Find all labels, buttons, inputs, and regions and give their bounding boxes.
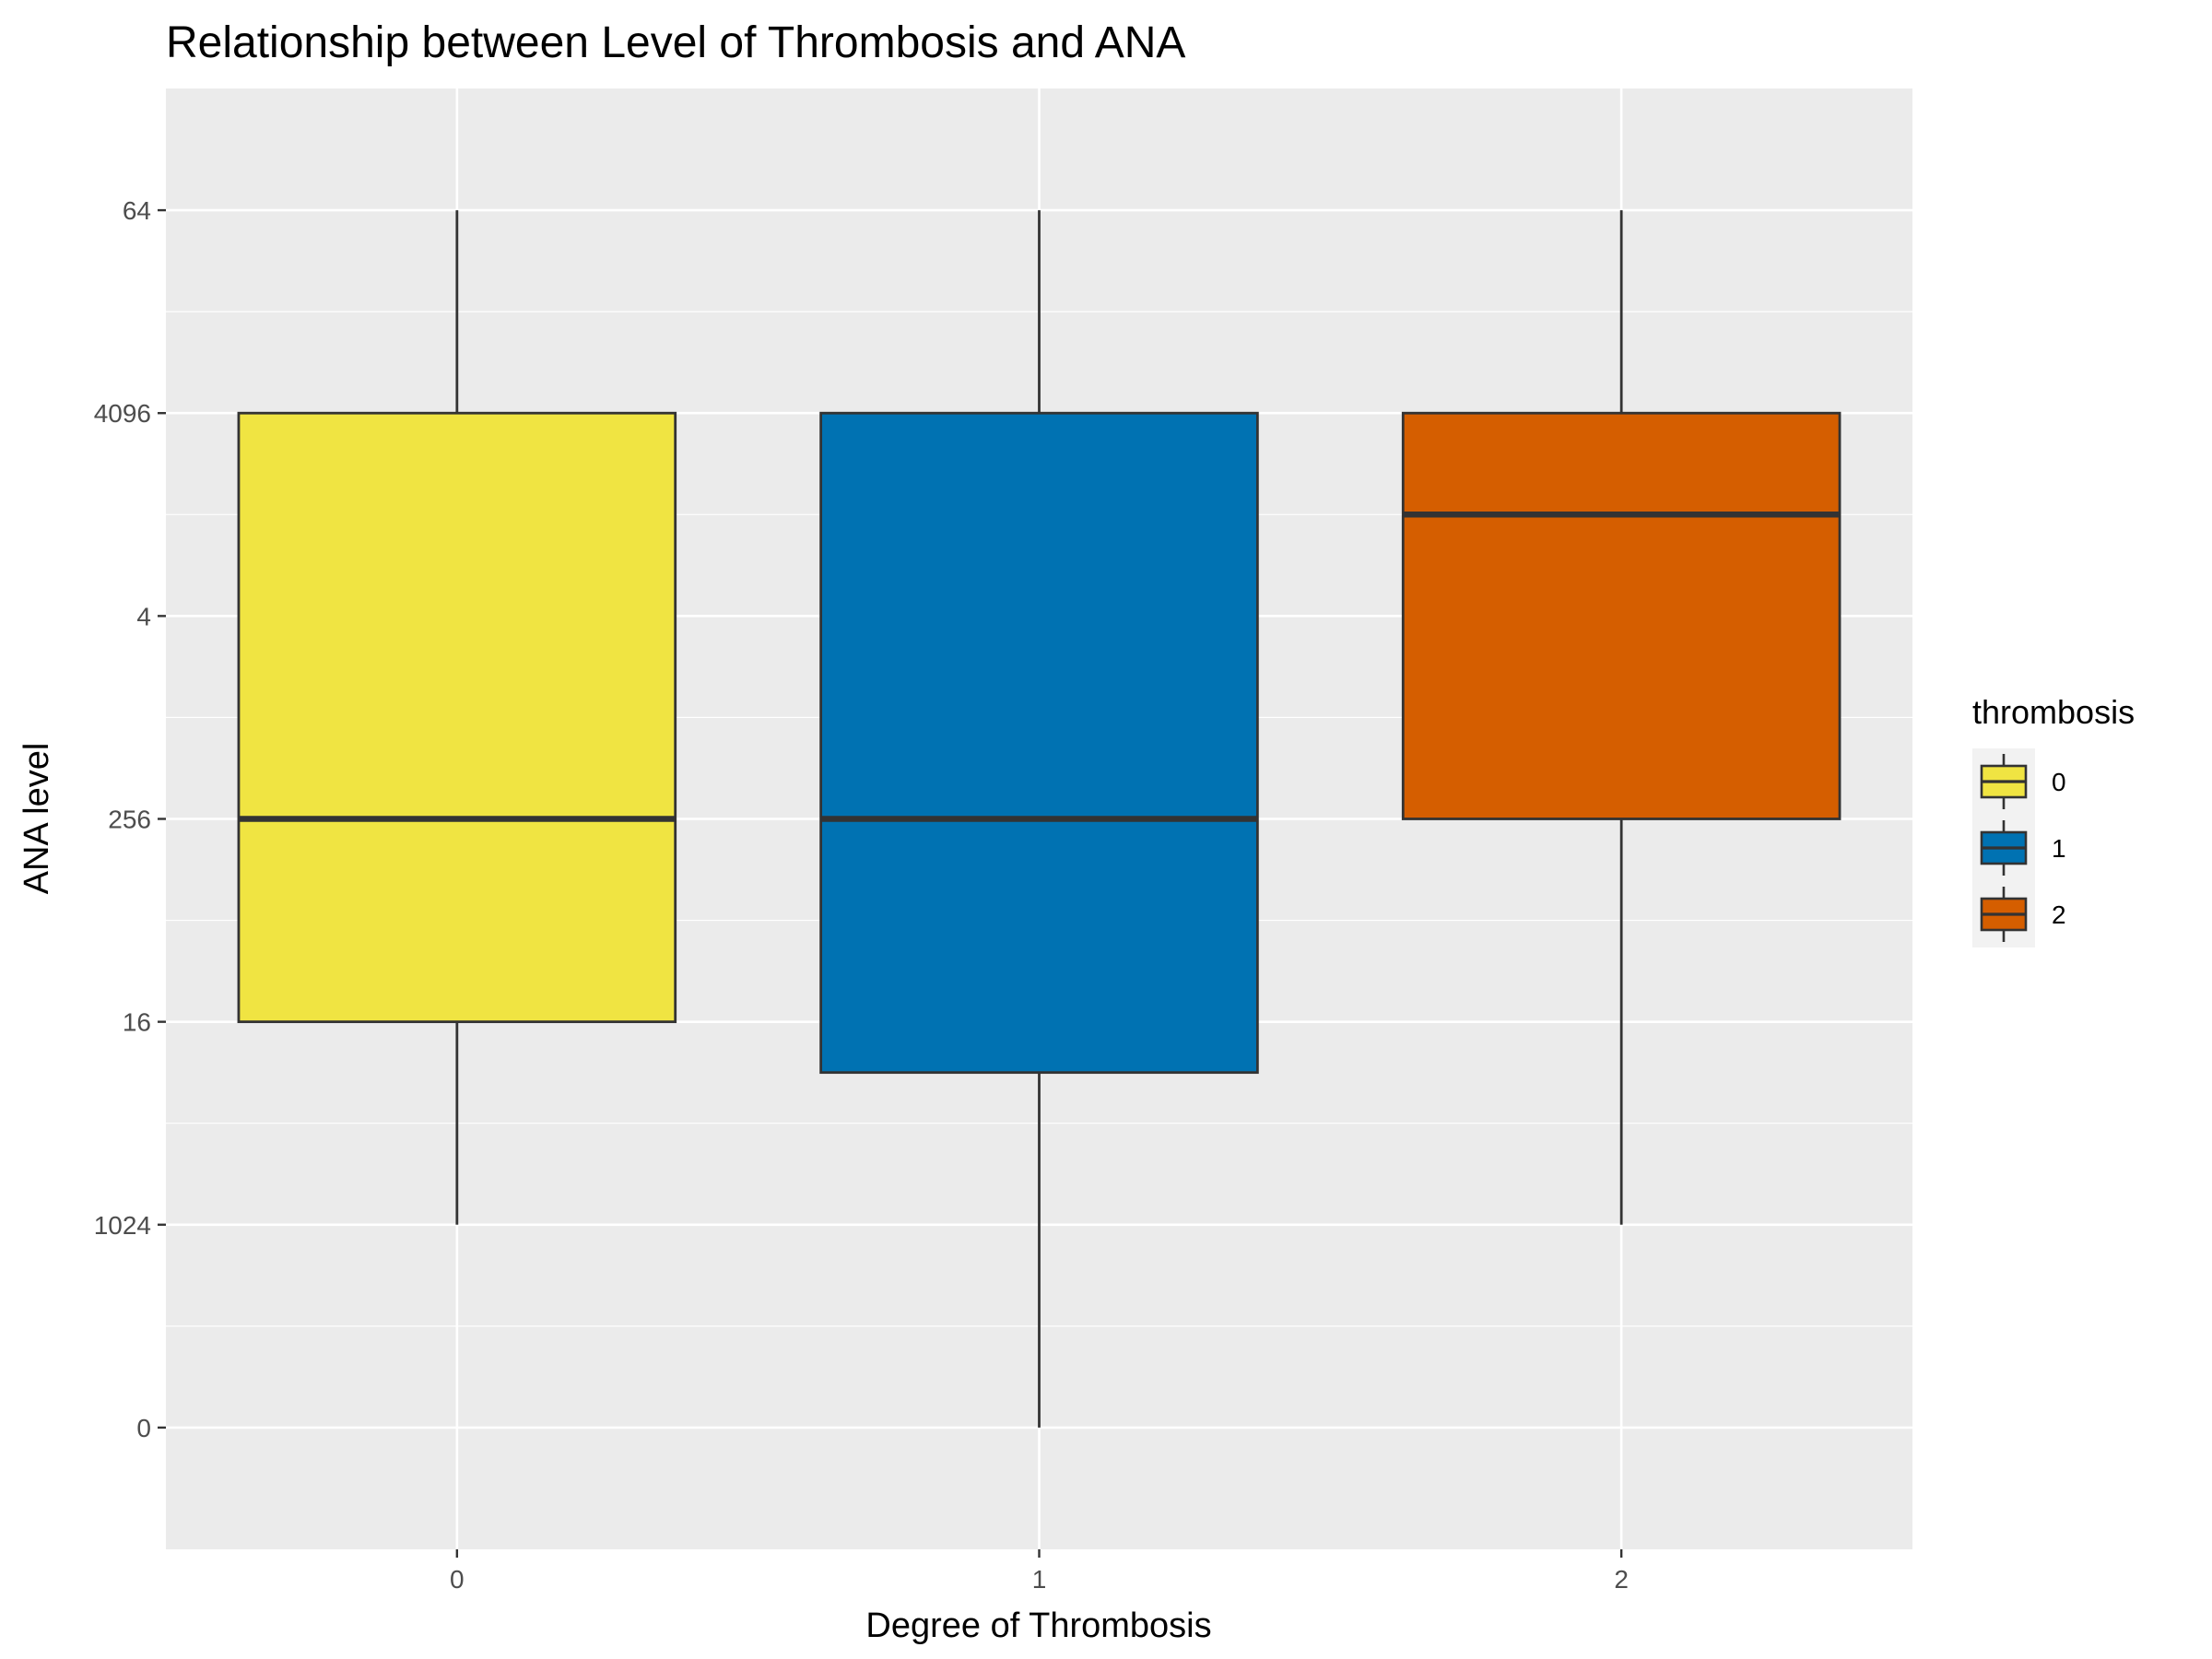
box-plots: [237, 210, 1841, 1428]
legend: thrombosis 0 1 2: [1972, 693, 2135, 947]
box-iqr: [1401, 411, 1841, 820]
box-iqr: [237, 411, 677, 1024]
x-tick-label: 1: [1032, 1565, 1047, 1594]
legend-label: 1: [2052, 834, 2066, 863]
y-tick-label: 256: [108, 806, 151, 834]
y-tick-label: 0: [136, 1414, 151, 1442]
box-category-2: [1401, 210, 1841, 1225]
box-iqr: [819, 411, 1259, 1075]
box-category-0: [237, 210, 677, 1225]
legend-item-2: 2: [1980, 887, 2066, 942]
y-tick-label: 4: [136, 602, 151, 630]
legend-title: thrombosis: [1972, 693, 2135, 731]
y-tick-label: 1024: [94, 1211, 151, 1240]
chart-title: Relationship between Level of Thrombosis…: [166, 18, 1185, 67]
y-tick-label: 4096: [94, 399, 151, 428]
legend-label: 2: [2052, 900, 2066, 929]
y-axis: 64 4096 4 256 16 1024 0: [94, 196, 166, 1442]
x-axis: 0 1 2: [450, 1549, 1629, 1594]
y-tick-label: 16: [123, 1008, 151, 1037]
x-tick-label: 0: [450, 1565, 465, 1594]
x-tick-label: 2: [1614, 1565, 1629, 1594]
y-axis-title: ANA level: [18, 743, 56, 895]
box-category-1: [819, 210, 1259, 1428]
legend-item-0: 0: [1980, 754, 2066, 809]
x-axis-title: Degree of Thrombosis: [865, 1606, 1211, 1645]
y-tick-label: 64: [123, 196, 151, 225]
legend-item-1: 1: [1980, 820, 2066, 876]
legend-label: 0: [2052, 768, 2066, 796]
